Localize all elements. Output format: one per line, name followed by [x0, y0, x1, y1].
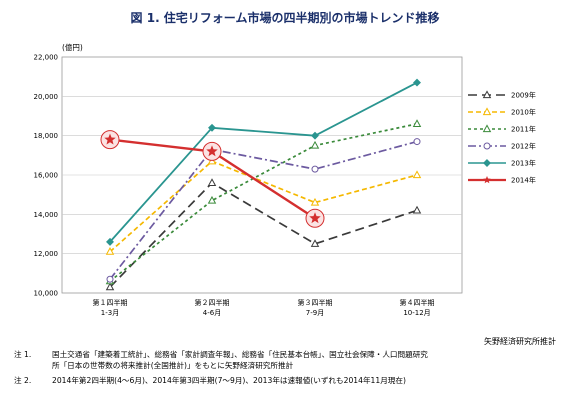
data-point-2013年	[311, 131, 319, 140]
series-2013年	[106, 78, 421, 246]
data-point-2010年	[310, 197, 320, 206]
note-1: 注 1. 国土交通省「建築着工統計」、総務省「家計調査年報」、総務省「住民基本台帳…	[14, 349, 428, 371]
data-point-2009年	[310, 239, 320, 247]
x-tick-label: 第３四半期	[298, 298, 333, 307]
series-line-2012年	[109, 140, 418, 280]
data-point-2012年	[413, 138, 421, 146]
series-line-2010年	[109, 160, 418, 253]
data-point-2014年	[206, 145, 218, 157]
legend-label: 2012年	[511, 142, 536, 151]
y-axis-ticks: 10,000 12,000 14,000 16,000 18,000 20,000 22,0…	[34, 54, 59, 298]
data-point-2012年	[106, 275, 114, 283]
data-point-2014年	[309, 212, 321, 224]
data-point-2011年	[310, 140, 320, 149]
y-tick-label: 18,000	[34, 132, 59, 140]
legend-marker-2009年	[482, 90, 492, 99]
data-point-2009年	[207, 178, 217, 186]
series-2012年	[106, 138, 421, 283]
grid-lines	[62, 96, 462, 254]
data-point-2014年	[104, 133, 116, 145]
legend-label: 2011年	[511, 125, 536, 134]
legend-marker-2012年	[483, 142, 491, 150]
data-point-2013年	[106, 237, 114, 246]
series-line-2011年	[109, 123, 418, 282]
chart-title: 図 1. 住宅リフォーム市場の四半期別の市場トレンド推移	[130, 11, 440, 25]
data-point-2013年	[413, 78, 421, 87]
note-2-label: 注 2.	[14, 376, 32, 385]
legend-label: 2013年	[511, 159, 536, 168]
y-tick-label: 22,000	[34, 54, 59, 62]
note-1-text-continued: 所「日本の世帯数の将来推計(全国推計)」をもとに矢野経済研究所推計	[52, 361, 294, 370]
x-tick-sublabel: 4-6月	[203, 309, 221, 317]
x-tick-label: 第１四半期	[93, 298, 128, 307]
note-2: 注 2. 2014年第2四半期(4～6月)、2014年第3四半期(7～9月)、20…	[14, 375, 406, 386]
x-tick-label: 第２四半期	[195, 298, 230, 307]
y-axis-label: (億円)	[62, 42, 83, 52]
x-tick-sublabel: 10-12月	[403, 309, 430, 317]
series-line-2009年	[109, 182, 418, 288]
series-line-2013年	[109, 81, 418, 243]
series-2010年	[105, 156, 422, 255]
y-tick-label: 12,000	[34, 250, 59, 258]
data-point-2010年	[105, 247, 115, 255]
data-point-2012年	[311, 165, 319, 173]
data-point-2009年	[412, 205, 422, 214]
data-point-2011年	[412, 119, 422, 127]
series-lines	[100, 78, 422, 291]
y-tick-label: 10,000	[34, 290, 59, 298]
legend-label: 2010年	[511, 108, 536, 117]
x-tick-label: 第４四半期	[400, 298, 435, 307]
legend-marker-2011年	[482, 124, 492, 133]
x-tick-sublabel: 7-9月	[306, 309, 324, 317]
data-point-2011年	[207, 195, 217, 204]
data-point-2010年	[412, 170, 422, 179]
legend-label: 2014年	[511, 176, 536, 185]
data-point-2013年	[208, 123, 216, 132]
y-tick-label: 16,000	[34, 172, 59, 180]
data-point-2009年	[105, 282, 115, 291]
legend-marker-2014年	[483, 176, 491, 184]
x-axis-ticks: 第１四半期 1-3月 第２四半期 4-6月 第３四半期 7-9月 第４四半期 10-12月	[93, 298, 435, 317]
source-credit: 矢野経済研究所推計	[484, 337, 556, 346]
series-2014年	[100, 130, 325, 228]
y-tick-label: 14,000	[34, 211, 59, 219]
legend: 2009年 2010年 2011年 2012年 2013年 2014年	[468, 90, 536, 185]
note-1-text: 国土交通省「建築着工統計」、総務省「家計調査年報」、総務省「住民基本台帳」、国立…	[52, 350, 428, 359]
y-tick-label: 20,000	[34, 93, 59, 101]
legend-marker-2010年	[482, 107, 492, 116]
x-tick-sublabel: 1-3月	[101, 309, 119, 317]
series-2009年	[105, 178, 422, 291]
note-1-label: 注 1.	[14, 350, 32, 359]
legend-marker-2013年	[483, 159, 491, 167]
legend-label: 2009年	[511, 91, 536, 100]
note-2-text: 2014年第2四半期(4～6月)、2014年第3四半期(7～9月)、2013年は…	[52, 376, 406, 385]
